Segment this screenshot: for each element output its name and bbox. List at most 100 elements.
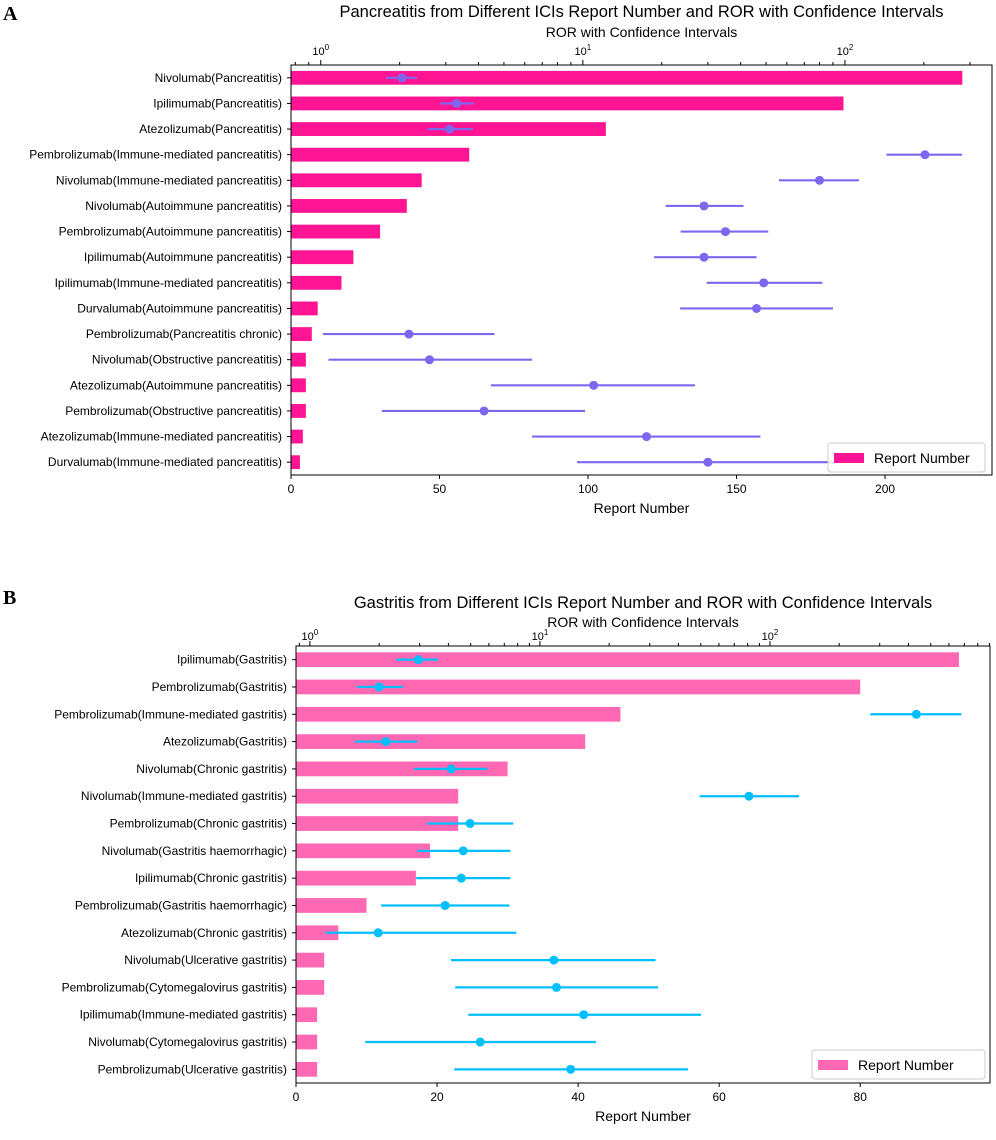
bar [296,734,586,749]
panel-b: B Gastritis from Different ICIs Report Nu… [3,587,991,1124]
bar [296,1034,318,1050]
bar [291,275,342,290]
legend-swatch [834,453,864,463]
category-label: Pembrolizumab(Gastritis) [152,680,287,694]
bar [296,980,325,995]
ror-point [479,406,489,416]
bar [296,788,459,804]
bar [291,327,312,341]
category-label: Pembrolizumab(Ulcerative gastritis) [98,1062,287,1076]
ror-point [703,457,713,467]
x-tick-label: 0 [288,482,295,496]
bar [291,455,300,470]
bar [296,1007,318,1023]
ror-point [425,355,435,365]
ror-point [446,764,456,774]
ror-point [440,900,450,910]
ror-point [759,278,769,288]
x-tick-label: 100 [578,482,598,496]
ror-point [458,846,468,856]
bar [296,652,959,668]
ror-point [579,1010,589,1020]
ror-point [699,201,709,211]
bar [291,404,306,418]
bar [291,429,303,444]
ror-point [404,329,414,339]
ror-point [699,252,709,262]
ror-point [373,928,383,938]
legend-label: Report Number [874,450,970,466]
category-label: Pembrolizumab(Chronic gastritis) [110,817,287,831]
ror-point [744,791,754,801]
x-tick-label: 0 [293,1090,300,1104]
ror-point [445,124,455,134]
x-axis-label: Report Number [595,1108,691,1124]
ror-point [589,380,599,390]
ror-point [413,655,423,665]
top-tick-label: 101 [532,628,549,643]
bar [296,843,431,859]
ror-point [815,175,825,185]
bar [291,96,844,111]
ror-point [452,98,462,108]
category-label: Ipilimumab(Autoimmune pancreatitis) [84,250,282,264]
category-label: Nivolumab(Chronic gastritis) [136,762,287,776]
legend-box [811,1049,986,1080]
bar [291,224,381,239]
category-label: Pembrolizumab(Pancreatitis chronic) [86,327,282,341]
category-label: Pembrolizumab(Obstructive pancreatitis) [65,404,282,418]
ror-point [456,873,466,883]
x-tick-label: 40 [571,1090,585,1104]
category-label: Atezolizumab(Gastritis) [163,735,287,749]
category-label: Nivolumab(Immune-mediated pancreatitis) [56,173,282,187]
top-tick-label: 102 [762,628,779,643]
bar [291,173,422,188]
chart-title: Pancreatitis from Different ICIs Report … [339,3,943,21]
ror-point [465,819,475,829]
ror-point [397,73,407,83]
category-label: Pembrolizumab(Cytomegalovirus gastritis) [62,980,287,994]
x-tick-label: 50 [433,482,447,496]
bar [296,816,459,831]
bar [296,706,621,722]
bar [296,1061,318,1077]
legend-swatch [818,1060,848,1070]
ror-point [551,982,561,992]
x-tick-label: 80 [854,1090,868,1104]
category-label: Pembrolizumab(Gastritis haemorrhagic) [75,898,287,912]
category-label: Nivolumab(Pancreatitis) [155,71,282,85]
category-label: Nivolumab(Obstructive pancreatitis) [92,353,282,367]
category-label: Durvalumab(Immune-mediated pancreatitis) [48,455,282,469]
category-label: Atezolizumab(Immune-mediated pancreatiti… [41,430,282,444]
x-axis-label: Report Number [594,500,690,516]
legend-box [827,442,986,473]
ror-point [475,1037,485,1047]
bar [291,70,963,85]
legend: Report Number [827,442,986,473]
ror-point [920,150,930,160]
ror-point [566,1064,576,1074]
ror-point [381,737,391,747]
category-label: Nivolumab(Ulcerative gastritis) [124,953,287,967]
chart-title: Gastritis from Different ICIs Report Num… [354,594,932,612]
top-tick-label: 101 [574,43,591,58]
bar [296,925,339,941]
bar [291,301,318,316]
bar [291,250,354,265]
bar [296,952,325,968]
category-label: Pembrolizumab(Immune-mediated gastritis) [54,707,287,721]
category-label: Nivolumab(Gastritis haemorrhagic) [102,844,287,858]
legend: Report Number [811,1049,986,1080]
panel-label: A [3,3,18,25]
ror-point [549,955,559,965]
bar [296,898,367,913]
ror-point [642,432,652,442]
category-label: Pembrolizumab(Immune-mediated pancreatit… [29,148,282,162]
category-label: Ipilimumab(Immune-mediated pancreatitis) [55,276,282,290]
category-label: Pembrolizumab(Autoimmune pancreatitis) [59,225,282,239]
category-label: Nivolumab(Autoimmune pancreatitis) [85,199,282,213]
top-tick-label: 100 [312,43,329,58]
ror-point [911,709,921,719]
category-label: Nivolumab(Cytomegalovirus gastritis) [88,1035,287,1049]
x-tick-label: 200 [875,482,895,496]
